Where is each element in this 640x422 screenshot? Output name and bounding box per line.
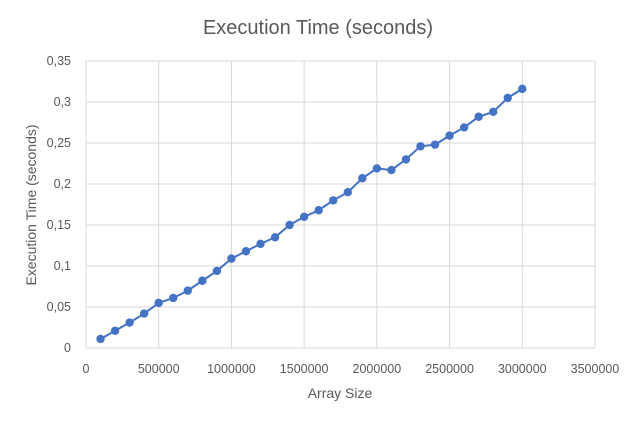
data-point	[445, 131, 454, 140]
data-point	[139, 309, 149, 318]
data-point	[489, 107, 498, 117]
data-point	[198, 276, 207, 285]
x-axis-label: Array Size	[308, 385, 373, 401]
data-point	[125, 318, 134, 327]
data-point	[430, 140, 440, 149]
data-point	[343, 188, 352, 197]
data-point	[372, 164, 382, 173]
gridlines	[85, 60, 596, 349]
y-tick-label: 0,2	[54, 177, 71, 191]
data-point	[285, 220, 294, 230]
data-point	[401, 155, 411, 164]
y-tick-label: 0,35	[47, 54, 71, 68]
data-points	[96, 84, 527, 344]
x-tick-label: 3500000	[571, 362, 620, 376]
data-point	[110, 326, 120, 335]
x-axis-ticks: 0 500000 1000000 1500000 2000000 2500000 30000…	[83, 362, 620, 376]
data-point	[183, 286, 192, 295]
data-point	[358, 174, 367, 183]
data-point	[416, 142, 425, 151]
y-tick-label: 0,25	[47, 136, 71, 150]
x-tick-label: 2500000	[425, 362, 474, 376]
x-tick-label: 3000000	[498, 362, 547, 376]
data-point	[256, 239, 265, 249]
data-point	[212, 266, 222, 276]
series-line	[100, 88, 523, 340]
data-point	[227, 254, 236, 263]
y-tick-label: 0	[64, 341, 71, 355]
data-point	[474, 112, 483, 121]
y-axis-label: Execution Time (seconds)	[23, 124, 39, 285]
data-point	[518, 84, 527, 94]
data-point	[459, 123, 469, 132]
data-point	[503, 93, 512, 103]
x-tick-label: 500000	[138, 362, 180, 376]
chart-title: Execution Time (seconds)	[203, 17, 433, 39]
x-tick-label: 1500000	[280, 362, 329, 376]
y-axis-ticks: 0 0,05 0,1 0,15 0,2 0,25 0,3 0,35	[47, 54, 71, 355]
data-point	[329, 196, 338, 205]
y-tick-label: 0,1	[54, 259, 71, 273]
data-point	[314, 206, 323, 215]
data-point	[241, 247, 251, 256]
y-tick-label: 0,05	[47, 300, 71, 314]
data-point	[169, 293, 178, 303]
data-point	[387, 165, 396, 175]
data-point	[299, 212, 309, 221]
x-tick-label: 1000000	[207, 362, 256, 376]
data-point	[270, 233, 280, 242]
y-tick-label: 0,3	[54, 95, 71, 109]
y-tick-label: 0,15	[47, 218, 71, 232]
data-point	[154, 298, 163, 308]
data-point	[96, 334, 105, 344]
x-tick-label: 2000000	[353, 362, 402, 376]
x-tick-label: 0	[83, 362, 90, 376]
